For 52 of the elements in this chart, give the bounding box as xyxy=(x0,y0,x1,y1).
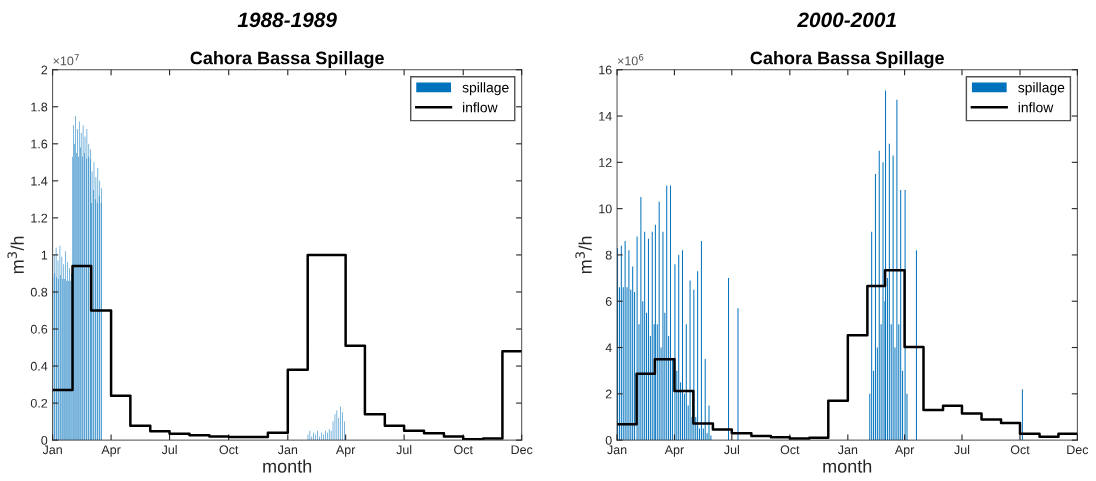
x-tick-label: Jul xyxy=(396,444,412,455)
chart-title: 2000-2001 xyxy=(797,12,896,28)
y-axis-title: m$^{3}$/h xyxy=(7,236,24,274)
x-tick-label: Apr xyxy=(101,445,121,457)
x-tick-label: Jan xyxy=(42,445,62,455)
text: ×10$^{6}$ xyxy=(617,53,644,66)
x-tick-label: Oct xyxy=(780,445,800,455)
y-tick-label: 14 xyxy=(599,111,612,121)
x-tick-label: Jul xyxy=(724,444,739,455)
y-tick-label: 1.8 xyxy=(31,102,48,112)
legend-label: spillage xyxy=(462,82,509,96)
y-tick-label: 10 xyxy=(599,204,612,214)
chart-subtitle: Cahora Bassa Spillage xyxy=(750,51,944,69)
y-tick-label: 2 xyxy=(41,65,48,75)
x-tick-label: Jan xyxy=(837,445,858,455)
y-tick-label: 4 xyxy=(605,343,612,353)
y-tick-label: 0.2 xyxy=(30,398,48,408)
y-tick-label: 1.2 xyxy=(31,213,48,223)
legend-label: spillage xyxy=(1018,82,1065,96)
chart-subtitle: Cahora Bassa Spillage xyxy=(190,51,384,69)
y-tick-label: 0.8 xyxy=(30,287,48,297)
y-tick-label: 0 xyxy=(41,435,48,445)
x-tick-label: Apr xyxy=(664,445,684,457)
legend-label: inflow xyxy=(1018,102,1054,113)
y-tick-label: 12 xyxy=(599,158,612,167)
x-tick-label: Apr xyxy=(335,445,356,457)
x-tick-label: Oct xyxy=(454,445,473,455)
x-axis-title: month xyxy=(263,459,312,473)
y-tick-label: 0.4 xyxy=(30,361,48,371)
y-tick-label: 2 xyxy=(605,389,612,399)
y-tick-label: 1.4 xyxy=(31,176,48,186)
y-tick-label: 16 xyxy=(599,65,612,75)
x-tick-label: Dec xyxy=(511,445,533,455)
y-tick-label: 6 xyxy=(605,297,612,306)
x-tick-label: Jan xyxy=(607,445,627,455)
x-tick-label: Apr xyxy=(894,445,915,457)
y-tick-label: 0.6 xyxy=(30,324,48,334)
legend-label: inflow xyxy=(463,102,498,113)
x-axis-title: month xyxy=(823,459,872,473)
x-tick-label: Jan xyxy=(277,445,298,455)
y-axis-title: m$^{3}$/h xyxy=(575,236,592,274)
y-tick-label: 0 xyxy=(605,435,612,445)
chart-title: 1988-1989 xyxy=(237,12,337,28)
y-tick-label: 8 xyxy=(605,250,612,260)
x-tick-label: Jul xyxy=(954,444,970,455)
text: ×10$^{7}$ xyxy=(53,54,79,66)
x-tick-label: Oct xyxy=(1010,445,1030,455)
x-tick-label: Oct xyxy=(219,445,239,455)
x-tick-label: Dec xyxy=(1067,445,1089,455)
y-tick-label: 1.6 xyxy=(31,139,48,149)
y-tick-label: 1 xyxy=(41,250,48,260)
x-tick-label: Jul xyxy=(161,444,177,455)
